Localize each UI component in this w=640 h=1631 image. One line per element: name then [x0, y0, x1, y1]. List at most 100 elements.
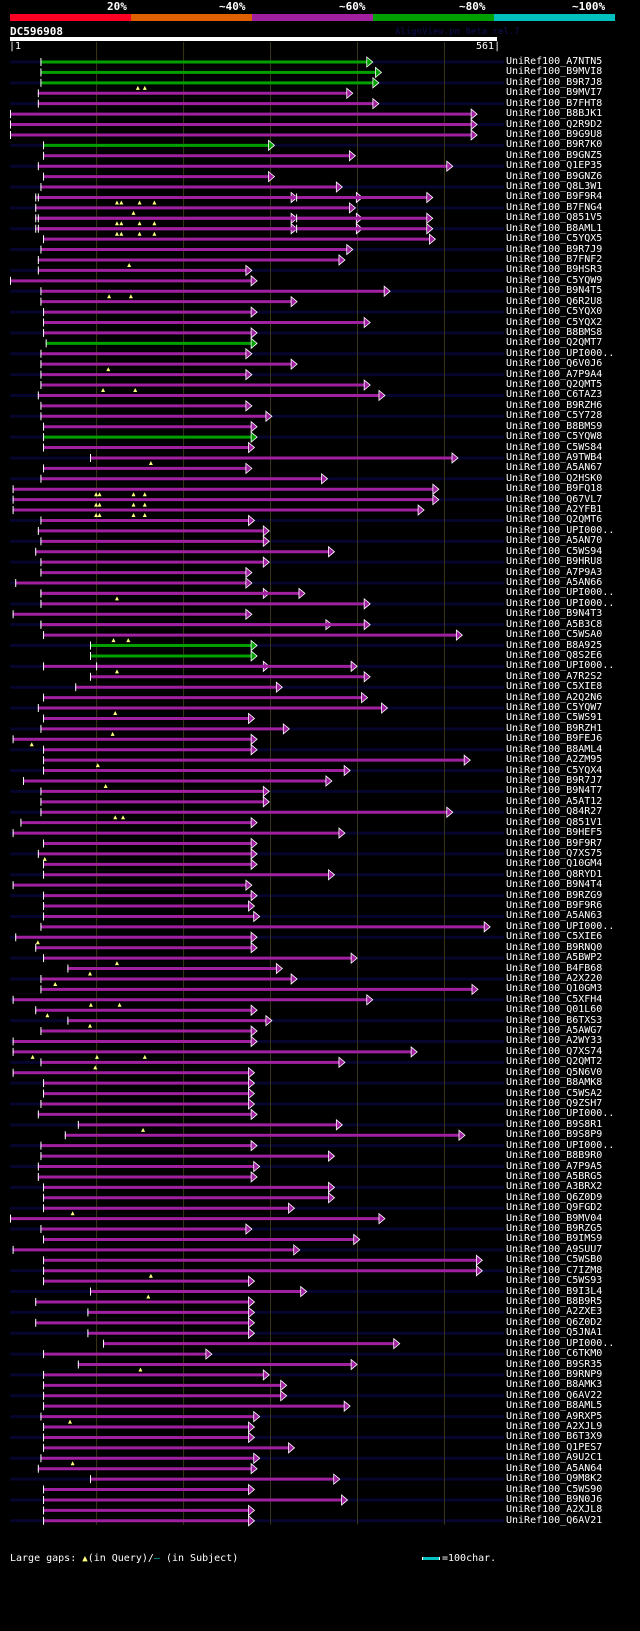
hit-label[interactable]: UniRef100_C5YQW9 [506, 274, 603, 286]
hit-label[interactable]: UniRef100_B6TXS3 [506, 1014, 603, 1026]
hit-label[interactable]: UniRef100_A9SUU7 [506, 1243, 603, 1255]
hit-label[interactable]: UniRef100_Q6AV21 [506, 1514, 603, 1526]
hit-label[interactable]: UniRef100_B9I3L4 [506, 1285, 603, 1297]
hit-label[interactable]: UniRef100_A2XJL9 [506, 1421, 603, 1433]
hit-label[interactable]: UniRef100_A5AN63 [506, 910, 603, 922]
hit-label[interactable]: UniRef100_A7NTN5 [506, 56, 603, 67]
hit-label[interactable]: UniRef100_B8A925 [506, 639, 603, 651]
hit-label[interactable]: UniRef100_Q2QMT6 [506, 514, 603, 526]
hit-label[interactable]: UniRef100_A7P9A5 [506, 1160, 603, 1172]
hit-label[interactable]: UniRef100_B8BMS9 [506, 420, 603, 432]
hit-label[interactable]: UniRef100_B6T3X9 [506, 1431, 603, 1443]
hit-label[interactable]: UniRef100_C5YQW7 [506, 702, 603, 714]
hit-label[interactable]: UniRef100_Q10GM3 [506, 983, 603, 995]
hit-label[interactable]: UniRef100_UPI000.. [506, 1108, 615, 1120]
hit-label[interactable]: UniRef100_C5YQX4 [506, 764, 603, 776]
hit-label[interactable]: UniRef100_Q851V1 [506, 816, 603, 828]
hit-label[interactable]: UniRef100_B9R7J7 [506, 774, 603, 786]
hit-label[interactable]: UniRef100_A2YFB1 [506, 504, 603, 516]
hit-label[interactable]: UniRef100_B9GNZ6 [506, 170, 603, 182]
hit-label[interactable]: UniRef100_A7P9A3 [506, 566, 603, 578]
hit-label[interactable]: UniRef100_Q10GM4 [506, 858, 603, 870]
hit-label[interactable]: UniRef100_A5AWG7 [506, 1025, 603, 1037]
hit-label[interactable]: UniRef100_A2WY33 [506, 1035, 603, 1047]
hit-label[interactable]: UniRef100_Q1PES7 [506, 1441, 603, 1453]
hit-label[interactable]: UniRef100_C5WS91 [506, 712, 603, 724]
hit-label[interactable]: UniRef100_B9N4T7 [506, 785, 603, 797]
hit-label[interactable]: UniRef100_B7FNG4 [506, 201, 603, 213]
hit-label[interactable]: UniRef100_UPI000.. [506, 597, 615, 609]
hit-label[interactable]: UniRef100_B8BJK1 [506, 108, 603, 120]
hit-label[interactable]: UniRef100_A5AN67 [506, 462, 603, 474]
hit-label[interactable]: UniRef100_Q6AV22 [506, 1389, 603, 1401]
hit-label[interactable]: UniRef100_C6TKM0 [506, 1348, 603, 1360]
hit-label[interactable]: UniRef100_B4FB68 [506, 962, 603, 974]
hit-label[interactable]: UniRef100_C5YQW8 [506, 431, 603, 443]
hit-label[interactable]: UniRef100_UPI000.. [506, 524, 615, 536]
hit-label[interactable]: UniRef100_B9HRU8 [506, 556, 603, 568]
hit-label[interactable]: UniRef100_B9RZG5 [506, 1223, 603, 1235]
hit-label[interactable]: UniRef100_B9SR35 [506, 1358, 603, 1370]
hit-label[interactable]: UniRef100_Q8L3W1 [506, 181, 603, 193]
hit-label[interactable]: UniRef100_A9U2C1 [506, 1452, 603, 1464]
hit-label[interactable]: UniRef100_B9R7J9 [506, 243, 603, 255]
hit-label[interactable]: UniRef100_C5WS93 [506, 1275, 603, 1287]
hit-label[interactable]: UniRef100_C7IZM8 [506, 1264, 603, 1276]
hit-label[interactable]: UniRef100_Q84R27 [506, 806, 603, 818]
hit-label[interactable]: UniRef100_Q7XS74 [506, 1045, 603, 1057]
hit-label[interactable]: UniRef100_Q5N6V0 [506, 1066, 603, 1078]
hit-label[interactable]: UniRef100_A5BRG5 [506, 1170, 603, 1182]
hit-label[interactable]: UniRef100_B9RZH1 [506, 722, 603, 734]
hit-label[interactable]: UniRef100_A2Q2N6 [506, 691, 603, 703]
hit-label[interactable]: UniRef100_B9HEF5 [506, 827, 603, 839]
hit-label[interactable]: UniRef100_C5YQX2 [506, 316, 603, 328]
hit-label[interactable]: UniRef100_UPI000.. [506, 1139, 615, 1151]
hit-label[interactable]: UniRef100_C5WSA2 [506, 1087, 603, 1099]
hit-label[interactable]: UniRef100_B9RNQ0 [506, 941, 603, 953]
hit-label[interactable]: UniRef100_C5Y728 [506, 410, 603, 422]
hit-label[interactable]: UniRef100_B8AMK8 [506, 1077, 603, 1089]
hit-label[interactable]: UniRef100_C6TAZ3 [506, 389, 603, 401]
hit-label[interactable]: UniRef100_C5YQX5 [506, 233, 603, 245]
hit-label[interactable]: UniRef100_B8B9R0 [506, 1150, 603, 1162]
hit-label[interactable]: UniRef100_Q1EP35 [506, 160, 603, 172]
hit-label[interactable]: UniRef100_B7FNF2 [506, 253, 603, 265]
hit-label[interactable]: UniRef100_B9G9U8 [506, 128, 603, 140]
hit-label[interactable]: UniRef100_A9TWB4 [506, 451, 603, 463]
hit-label[interactable]: UniRef100_B9IMS9 [506, 1233, 603, 1245]
hit-label[interactable]: UniRef100_B9MV04 [506, 1212, 603, 1224]
hit-label[interactable]: UniRef100_C5WS94 [506, 545, 603, 557]
hit-label[interactable]: UniRef100_Q9ZSH7 [506, 1098, 603, 1109]
hit-label[interactable]: UniRef100_B8AML4 [506, 743, 603, 755]
hit-label[interactable]: UniRef100_B9FQ18 [506, 483, 603, 495]
hit-label[interactable]: UniRef100_UPI000.. [506, 920, 615, 932]
hit-label[interactable]: UniRef100_B9FEJ6 [506, 733, 603, 745]
hit-label[interactable]: UniRef100_Q2R9D2 [506, 118, 603, 130]
hit-label[interactable]: UniRef100_A7R2S2 [506, 670, 603, 682]
hit-label[interactable]: UniRef100_Q8RYD1 [506, 868, 603, 880]
hit-label[interactable]: UniRef100_C5XIE8 [506, 681, 603, 693]
hit-label[interactable]: UniRef100_UPI000.. [506, 347, 615, 359]
hit-label[interactable]: UniRef100_C5WS84 [506, 441, 603, 453]
hit-label[interactable]: UniRef100_Q2QMT5 [506, 379, 603, 391]
hit-label[interactable]: UniRef100_Q7XS75 [506, 847, 603, 859]
hit-label[interactable]: UniRef100_A5BWP2 [506, 952, 603, 964]
hit-label[interactable]: UniRef100_B9R7K0 [506, 139, 603, 151]
hit-label[interactable]: UniRef100_A5AN66 [506, 577, 603, 588]
hit-label[interactable]: UniRef100_B9HSR3 [506, 264, 603, 276]
hit-label[interactable]: UniRef100_B9N4T5 [506, 285, 603, 297]
hit-label[interactable]: UniRef100_A9RXP5 [506, 1410, 603, 1422]
hit-label[interactable]: UniRef100_A7P9A4 [506, 368, 603, 380]
hit-label[interactable]: UniRef100_A2ZM95 [506, 754, 603, 766]
hit-label[interactable]: UniRef100_A5AN64 [506, 1462, 603, 1474]
hit-label[interactable]: UniRef100_Q9M8K2 [506, 1473, 603, 1485]
hit-label[interactable]: UniRef100_B8BMS8 [506, 326, 603, 338]
hit-label[interactable]: UniRef100_B9N0J6 [506, 1493, 603, 1505]
hit-label[interactable]: UniRef100_A2XJL8 [506, 1504, 603, 1516]
hit-label[interactable]: UniRef100_Q6R2U8 [506, 295, 603, 307]
hit-label[interactable]: UniRef100_B9F9R7 [506, 837, 603, 849]
hit-label[interactable]: UniRef100_C5YQX0 [506, 306, 603, 318]
hit-label[interactable]: UniRef100_B8B9R5 [506, 1295, 603, 1307]
hit-label[interactable]: UniRef100_C5WS90 [506, 1483, 603, 1495]
hit-label[interactable]: UniRef100_Q2QMT2 [506, 1056, 603, 1068]
